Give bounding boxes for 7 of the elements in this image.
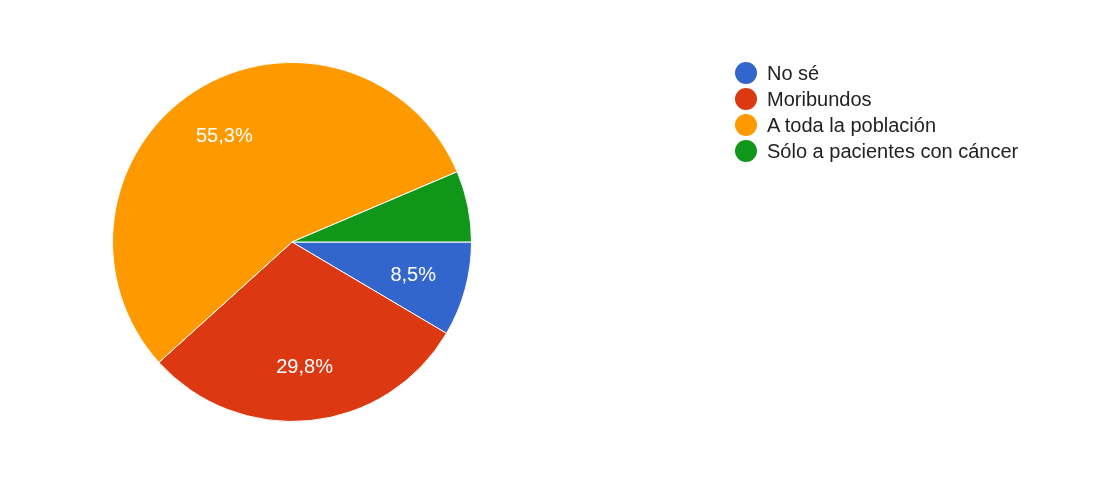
data-label: 8,5%: [390, 262, 437, 285]
legend-label: Moribundos: [767, 87, 872, 111]
legend-label: No sé: [767, 61, 820, 85]
legend-label: A toda la población: [767, 113, 937, 137]
data-label: 55,3%: [195, 123, 253, 146]
legend-label: Sólo a pacientes con cáncer: [767, 139, 1019, 163]
data-label: 29,8%: [276, 354, 334, 377]
